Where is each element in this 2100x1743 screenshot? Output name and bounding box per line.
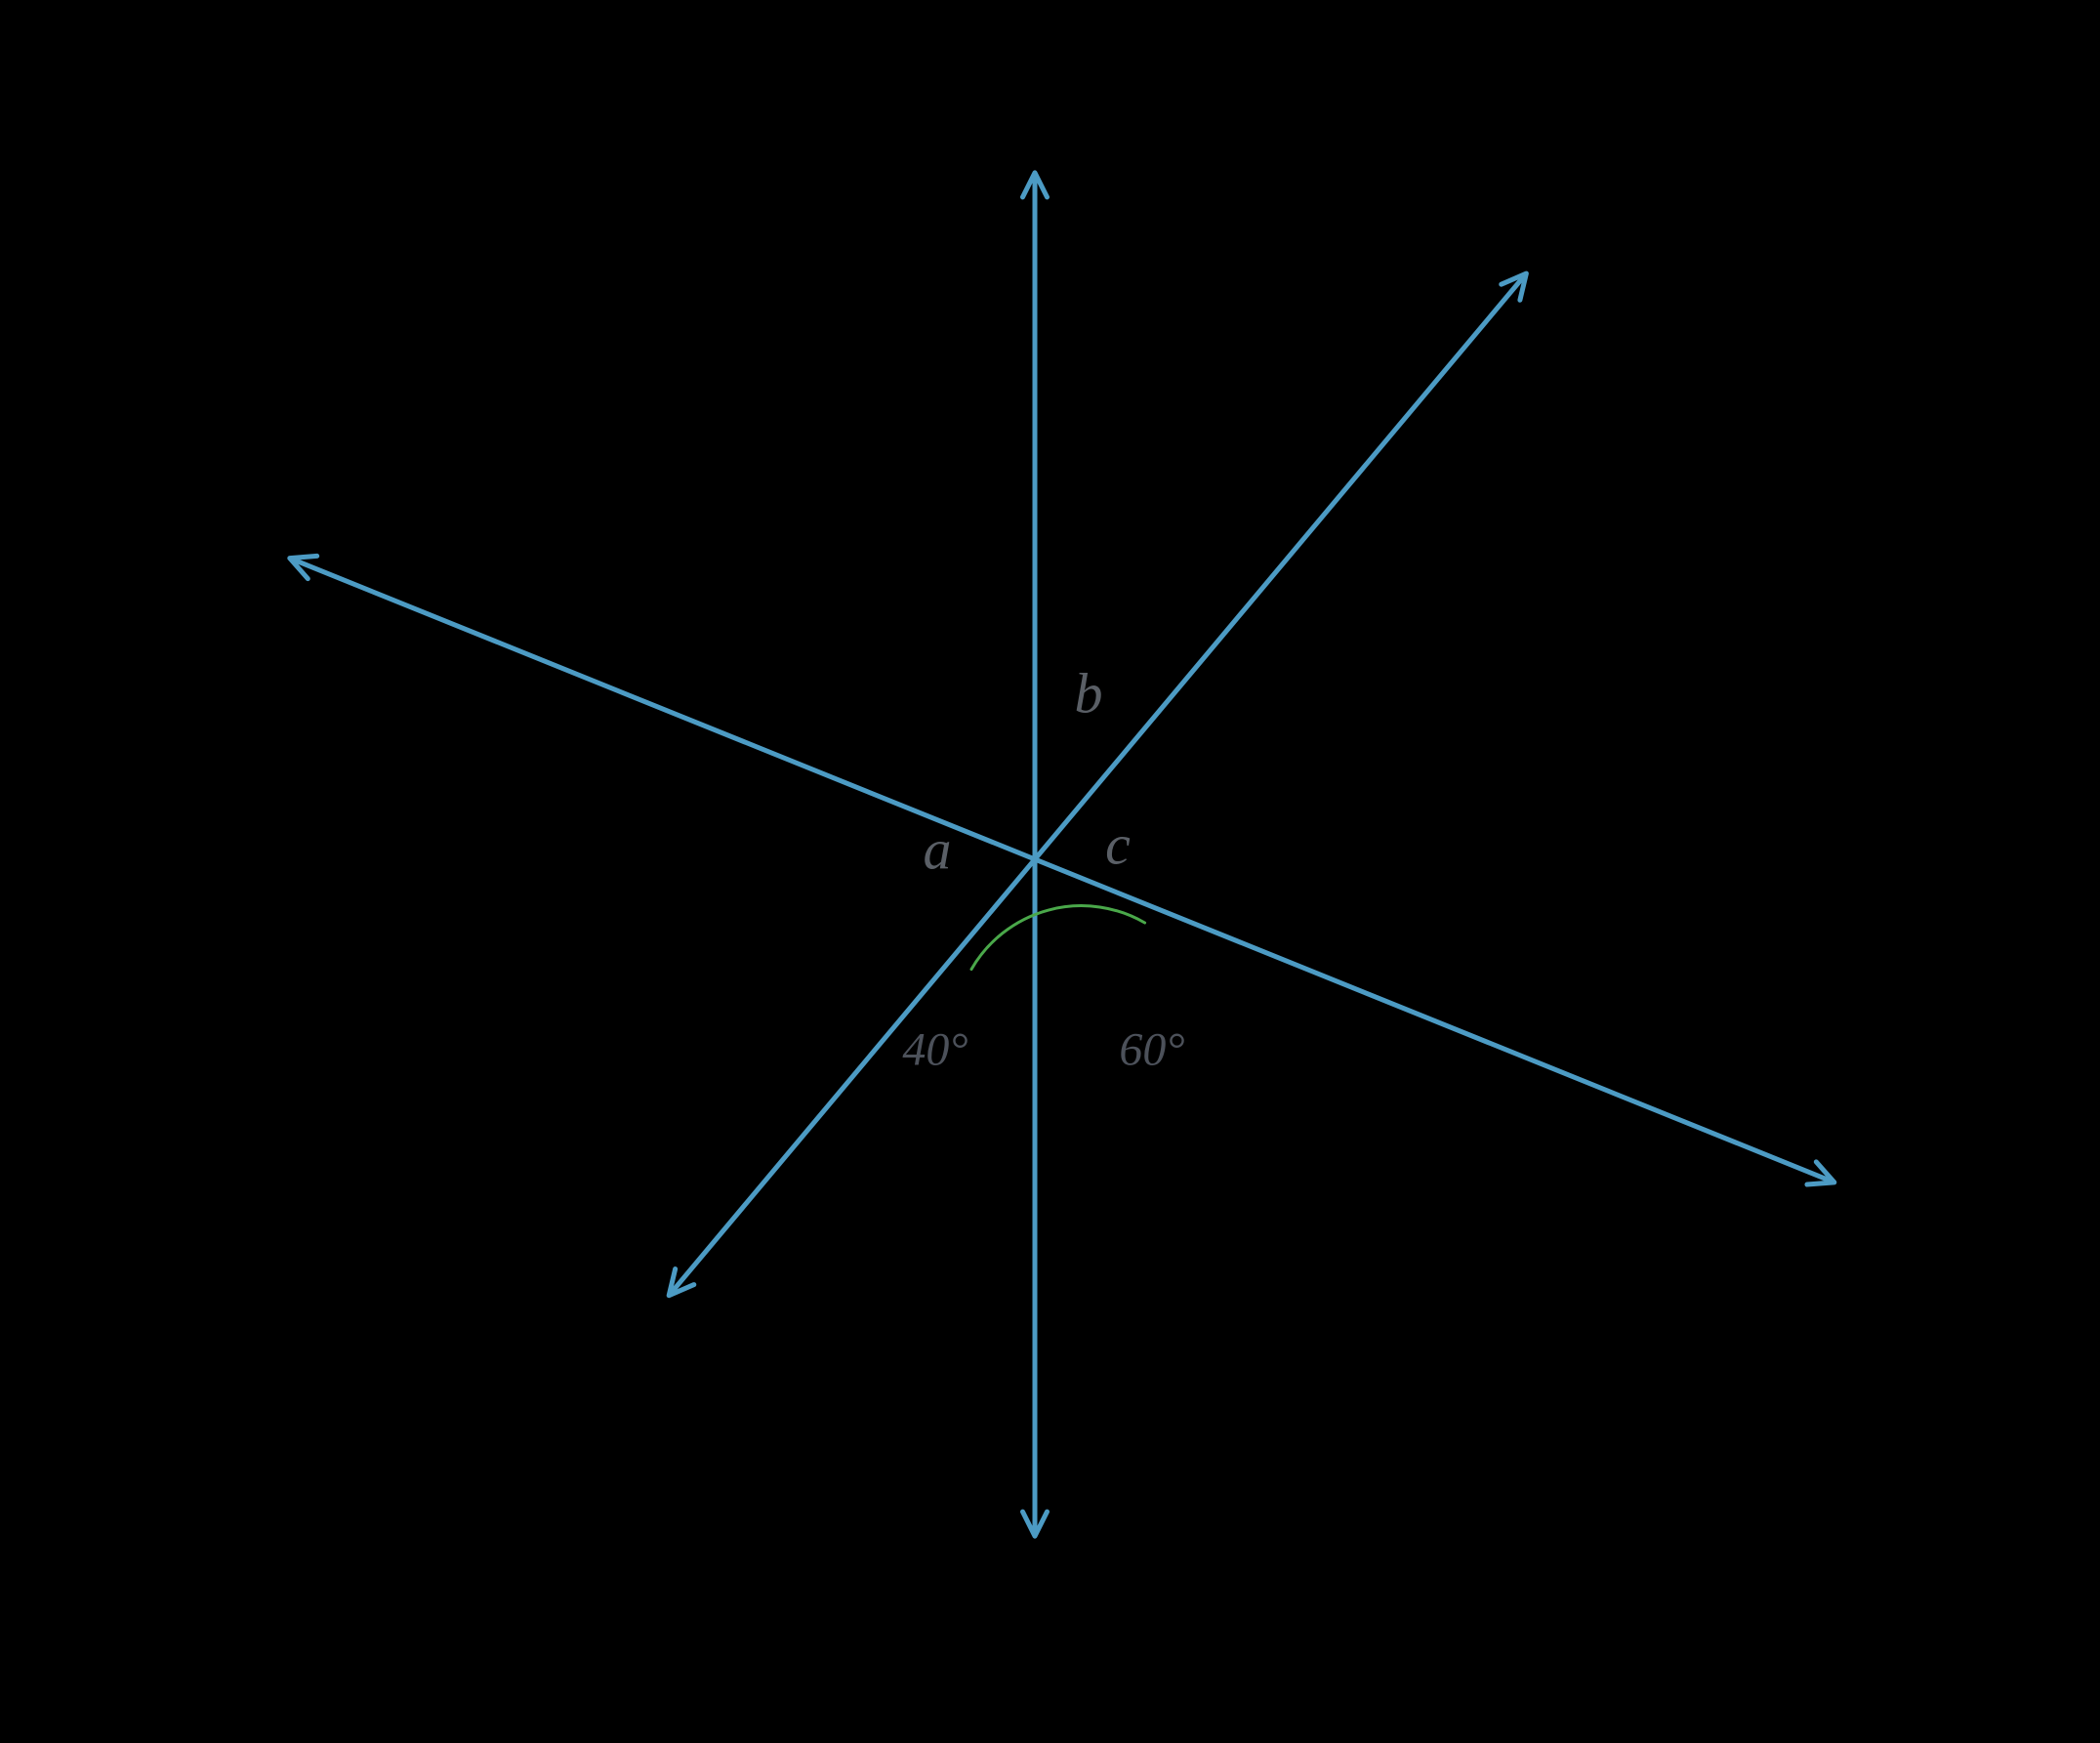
- label-b: b: [1075, 661, 1103, 726]
- angle-arc: [971, 906, 1145, 970]
- line-diag1: [671, 275, 1524, 1293]
- line-diag2: [293, 560, 1832, 1182]
- label-ang40: 40°: [902, 1023, 968, 1077]
- label-c: c: [1105, 812, 1131, 878]
- diagram-svg: [0, 0, 2100, 1743]
- label-ang60: 60°: [1119, 1023, 1184, 1077]
- label-a: a: [924, 817, 952, 883]
- diagram-stage: a b c 40° 60°: [0, 0, 2100, 1743]
